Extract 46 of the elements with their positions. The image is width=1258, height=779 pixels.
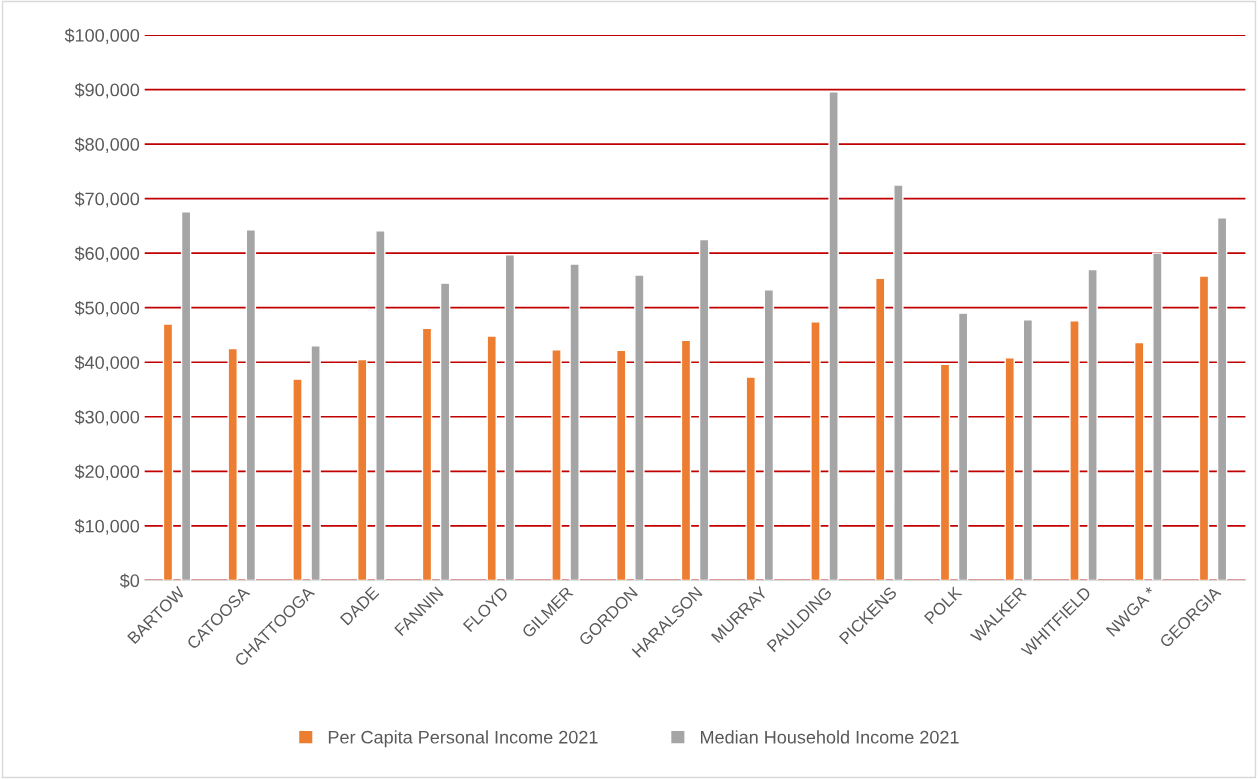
bar [828, 91, 839, 581]
legend-label: Per Capita Personal Income 2021 [328, 730, 598, 748]
bar [957, 312, 969, 581]
bar [551, 348, 562, 581]
bar [698, 238, 710, 581]
bar [1216, 217, 1228, 581]
bar [357, 358, 368, 581]
y-tick-label: $30,000 [74, 409, 140, 426]
y-tick-label: $80,000 [74, 137, 140, 153]
bar [180, 211, 192, 581]
y-tick-label: $20,000 [74, 464, 140, 481]
bar [1004, 357, 1015, 581]
bar [245, 229, 257, 581]
legend-label: Median Household Income 2021 [700, 730, 959, 744]
y-tick-label: $100,000 [64, 28, 140, 44]
bar [634, 274, 645, 581]
y-tick-label: $60,000 [74, 246, 140, 263]
bar [1087, 268, 1098, 581]
bar [875, 277, 886, 581]
y-tick-label: $70,000 [74, 191, 140, 208]
y-tick-label: $90,000 [74, 82, 140, 99]
bar [616, 349, 627, 581]
y-tick-label: $10,000 [74, 519, 140, 535]
bar [1022, 319, 1034, 581]
bar [939, 363, 951, 581]
bar [810, 321, 821, 581]
bar [504, 254, 516, 581]
y-tick-label: $50,000 [74, 300, 140, 317]
bar [1152, 252, 1163, 581]
bar [680, 339, 692, 581]
bar [763, 289, 775, 581]
y-tick-label: $40,000 [74, 355, 140, 372]
bar [162, 323, 174, 581]
bar [439, 282, 451, 581]
bar [486, 335, 497, 581]
bar [421, 327, 433, 581]
bar [893, 184, 904, 581]
bar [227, 347, 238, 581]
bar [745, 376, 756, 581]
bar [569, 263, 580, 581]
bar [1198, 275, 1210, 581]
bar [310, 345, 321, 581]
bar [292, 378, 303, 581]
bar [1134, 341, 1145, 581]
bar [1069, 320, 1080, 581]
bar [375, 230, 386, 581]
